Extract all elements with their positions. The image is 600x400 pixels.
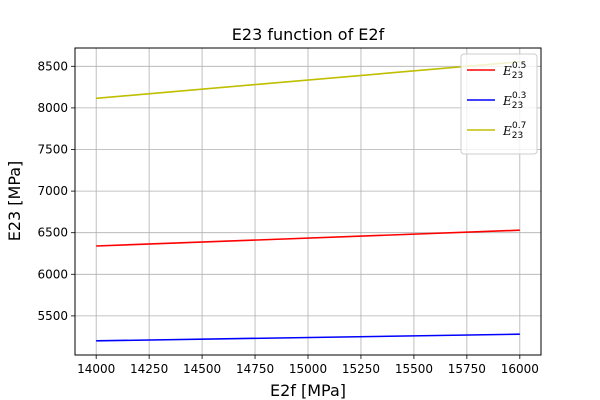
- x-tick-label: 14750: [236, 362, 274, 376]
- y-tick-label: 6000: [37, 267, 68, 281]
- series-lines: [96, 60, 520, 342]
- series-line-0: [96, 229, 520, 247]
- legend-label-2: E23: [502, 124, 523, 141]
- x-axis: 14000 14250 14500 14750 15000 15250 15500 15750…: [77, 355, 539, 376]
- y-tick-label: 7000: [37, 184, 68, 198]
- y-tick-label: 6500: [37, 226, 68, 240]
- x-tick-label: 15750: [448, 362, 486, 376]
- x-tick-label: 14250: [130, 362, 168, 376]
- x-tick-label: 15500: [395, 362, 433, 376]
- legend-label-0: E23: [502, 64, 523, 81]
- x-axis-label: E2f [MPa]: [270, 381, 346, 400]
- legend-sup-1: 0.3: [512, 91, 526, 101]
- y-tick-label: 5500: [37, 309, 68, 323]
- legend-sup-2: 0.7: [512, 121, 526, 131]
- y-axis-label: E23 [MPa]: [5, 161, 24, 242]
- chart-title: E23 function of E2f: [232, 25, 385, 44]
- y-tick-label: 7500: [37, 143, 68, 157]
- series-line-2: [96, 60, 520, 100]
- legend-sup-0: 0.5: [512, 61, 526, 71]
- x-tick-label: 14500: [183, 362, 221, 376]
- x-tick-label: 15250: [342, 362, 380, 376]
- y-axis: 5500 6000 6500 7000 7500 8000 8500: [37, 59, 75, 323]
- legend-label-1: E23: [502, 94, 523, 111]
- x-tick-label: 14000: [77, 362, 115, 376]
- legend-frame: [460, 53, 538, 155]
- x-tick-label: 15000: [289, 362, 327, 376]
- y-tick-label: 8000: [37, 101, 68, 115]
- x-tick-label: 16000: [501, 362, 539, 376]
- y-tick-label: 8500: [37, 59, 68, 73]
- series-line-1: [96, 333, 520, 342]
